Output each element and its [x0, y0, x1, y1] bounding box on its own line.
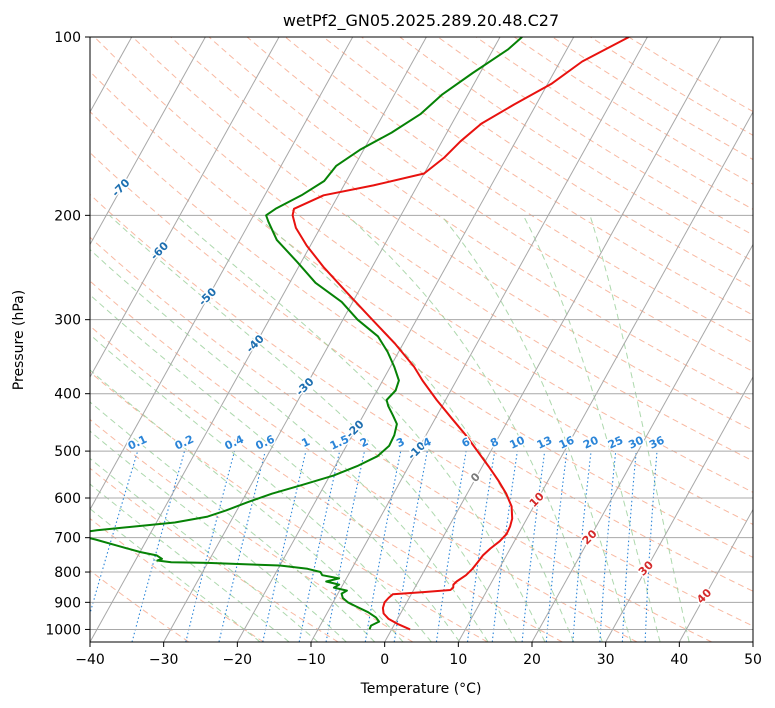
dry-adiabat-line — [90, 467, 339, 642]
y-axis-ticks: 1000 900 800 700 600 500 400 300 200 100 — [45, 30, 90, 638]
moist-adiabat-line — [90, 334, 432, 642]
moist-adiabat-line — [589, 215, 690, 642]
isotherm-line — [90, 37, 427, 642]
moist-adiabat-line — [90, 457, 319, 642]
dry-adiabat-line — [90, 280, 638, 642]
y-tick-label: 200 — [54, 208, 81, 224]
moist-adiabat-line — [90, 248, 489, 642]
dry-adiabat-line — [246, 37, 753, 372]
mixing-ratio-line — [466, 451, 496, 642]
plot-frame — [89, 36, 754, 643]
x-tick-label: −30 — [149, 652, 179, 668]
x-axis-label: Temperature (°C) — [360, 681, 482, 697]
y-tick-label: 700 — [54, 531, 81, 547]
y-tick-label: 1000 — [45, 622, 81, 638]
x-tick-label: 0 — [380, 652, 389, 668]
pressure-gridlines — [90, 37, 753, 630]
mixing-ratio-line — [262, 450, 307, 642]
y-tick-label: 100 — [54, 30, 81, 46]
mixing-ratio-line — [491, 451, 518, 642]
x-tick-label: 20 — [523, 652, 541, 668]
dry-adiabat-line — [90, 151, 753, 592]
x-tick-label: 50 — [744, 652, 762, 668]
isotherm-line — [384, 37, 722, 642]
y-tick-label: 900 — [54, 595, 81, 611]
x-tick-label: −40 — [75, 652, 105, 668]
y-tick-label: 500 — [54, 444, 81, 460]
x-tick-label: 10 — [449, 652, 467, 668]
moist-adiabat-line — [175, 214, 546, 642]
mixing-ratio-line — [599, 451, 617, 642]
dry-adiabat-line — [90, 70, 753, 525]
isotherm-line — [236, 37, 575, 642]
isotherm-line — [90, 37, 206, 246]
x-tick-label: −10 — [296, 652, 326, 668]
dewpoint-profile-line — [90, 37, 523, 630]
x-tick-label: −20 — [223, 652, 253, 668]
moist-adiabat-line — [90, 483, 290, 642]
chart-title: wetPf2_GN05.2025.289.20.48.C27 — [283, 11, 559, 31]
moist-adiabat-line — [346, 214, 603, 642]
mixing-ratio-line — [572, 451, 592, 642]
mixing-ratio-label: 16 — [557, 433, 577, 451]
x-tick-label: 40 — [670, 652, 688, 668]
isotherm-line — [310, 37, 648, 642]
dry-adiabat-line — [90, 193, 753, 627]
isotherm-line — [90, 37, 354, 511]
moist-adiabats — [90, 214, 690, 642]
mixing-ratio-label: 10 — [507, 433, 527, 451]
dry-adiabat-line — [208, 37, 753, 402]
mixing-ratio-line — [435, 451, 467, 642]
moist-adiabat-line — [90, 508, 261, 642]
mixing-ratio-line — [545, 451, 568, 642]
isotherm-line — [605, 375, 753, 642]
isotherm-line — [163, 37, 501, 642]
dry-adiabat-line — [90, 325, 563, 642]
mixing-ratio-line — [521, 451, 546, 642]
mixing-ratio-line — [298, 450, 341, 642]
dry-adiabat-line — [90, 569, 190, 642]
isotherms — [90, 37, 753, 642]
moist-adiabat-line — [90, 401, 376, 642]
temperature-profile-line — [291, 37, 630, 631]
mixing-ratio-line — [90, 450, 139, 616]
x-tick-label: 30 — [597, 652, 615, 668]
isotherm-line — [678, 508, 753, 642]
dry-adiabat-line — [94, 37, 753, 493]
moist-adiabat-line — [255, 214, 575, 642]
mixing-ratio-label: 13 — [535, 434, 554, 452]
mixing-ratio-label: 36 — [647, 433, 667, 451]
sounding-profiles — [90, 37, 630, 631]
y-axis-label: Pressure (hPa) — [11, 290, 27, 390]
isotherm-line — [457, 110, 753, 642]
y-tick-label: 300 — [54, 313, 81, 329]
moist-adiabat-line — [90, 369, 404, 642]
isotherm-line — [90, 37, 280, 379]
y-tick-label: 800 — [54, 565, 81, 581]
isotherm-line — [531, 243, 753, 642]
x-axis-ticks: −40 −30 −20 −10 0 10 20 30 40 50 — [75, 642, 762, 668]
mixing-ratio-label: 30 — [626, 433, 646, 451]
dry-adiabat-line — [90, 517, 264, 642]
y-tick-label: 600 — [54, 491, 81, 507]
dry-adiabat-line — [361, 37, 753, 289]
mixing-ratio-label: 20 — [581, 433, 601, 451]
dry-adiabat-line — [284, 37, 753, 344]
y-tick-label: 400 — [54, 387, 81, 403]
mixing-ratio-lines — [90, 450, 658, 642]
mixing-ratio-label: 25 — [606, 434, 625, 452]
dry-adiabat-line — [90, 371, 488, 642]
moist-adiabat-line — [109, 214, 517, 642]
dry-adiabat-line — [90, 236, 712, 642]
moist-adiabat-line — [90, 430, 347, 642]
